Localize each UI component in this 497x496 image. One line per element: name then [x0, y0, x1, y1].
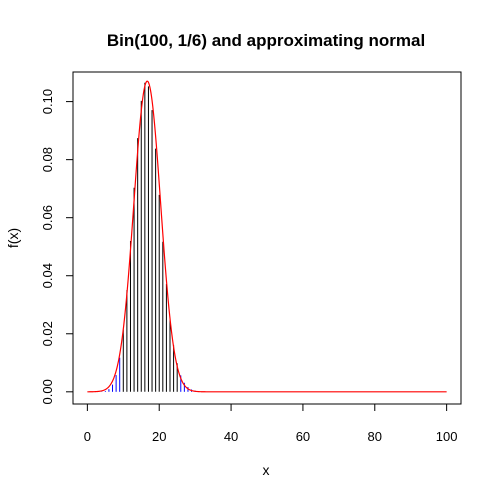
y-tick-label: 0.08: [40, 147, 55, 172]
y-tick-label: 0.06: [40, 205, 55, 230]
x-axis-label: x: [263, 462, 270, 478]
y-tick-label: 0.04: [40, 263, 55, 288]
pmf-spikes: [94, 82, 218, 392]
chart-title: Bin(100, 1/6) and approximating normal: [107, 31, 425, 50]
x-tick-label: 20: [152, 429, 166, 444]
x-axis: 0 20 40 60 80 100: [84, 403, 458, 444]
x-tick-label: 0: [84, 429, 91, 444]
y-tick-label: 0.10: [40, 89, 55, 114]
x-tick-label: 80: [368, 429, 382, 444]
x-tick-label: 40: [224, 429, 238, 444]
y-tick-label: 0.00: [40, 379, 55, 404]
y-tick-label: 0.02: [40, 321, 55, 346]
normal-density-curve: [87, 80, 447, 393]
x-tick-label: 60: [296, 429, 310, 444]
x-tick-label: 100: [436, 429, 458, 444]
y-axis-label: f(x): [5, 228, 21, 248]
y-axis: 0.00 0.02 0.04 0.06 0.08 0.10: [40, 89, 74, 404]
